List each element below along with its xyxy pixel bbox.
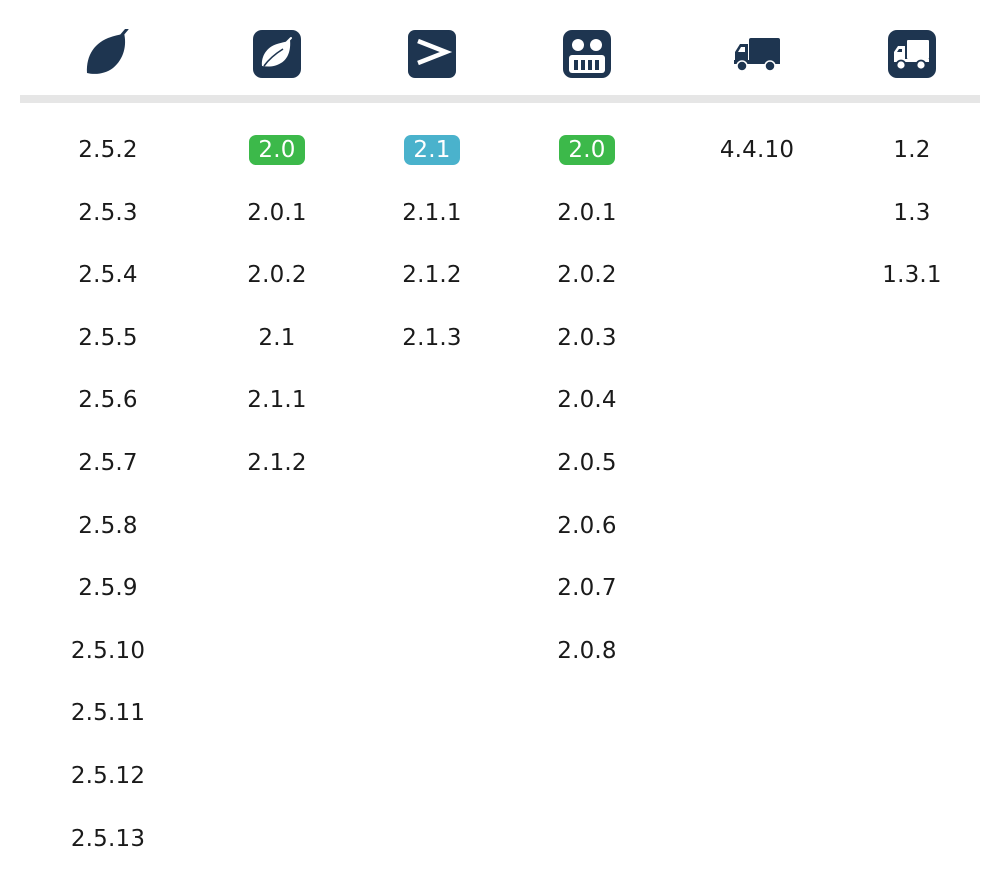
robot-face-square-icon[interactable] [562, 29, 612, 79]
version-item[interactable]: 2.1.2 [197, 438, 357, 501]
version-label: 2.0.2 [247, 262, 307, 289]
version-label: 2.0.2 [557, 262, 617, 289]
version-label: 2.5.13 [70, 825, 146, 852]
version-item[interactable]: 2.5.7 [28, 438, 188, 501]
version-column: 2.0 2.0.1 2.0.2 2.0.3 2.0.4 2.0.5 2.0.6 2.0.7 2.… [507, 125, 667, 688]
version-column: 2.1 2.1.1 2.1.2 2.1.3 [352, 125, 512, 375]
version-label: 1.3 [893, 199, 931, 226]
version-label: 2.5.2 [78, 137, 138, 163]
version-item[interactable]: 2.0.8 [507, 626, 667, 689]
version-badge: 2.1 [404, 135, 460, 165]
version-item[interactable]: 2.0.1 [507, 188, 667, 251]
version-item[interactable]: 2.0.3 [507, 313, 667, 376]
version-item[interactable]: 1.3.1 [832, 250, 992, 313]
version-label: 2.5.6 [78, 387, 138, 414]
version-label: 2.5.9 [78, 575, 138, 602]
version-item[interactable]: 2.1.1 [352, 188, 512, 251]
version-item[interactable]: 2.0.2 [197, 250, 357, 313]
version-column: 2.0 2.0.1 2.0.2 2.1 2.1.1 2.1.2 [197, 125, 357, 501]
version-label: 2.5.8 [78, 512, 138, 539]
version-item[interactable]: 1.2 [832, 125, 992, 188]
version-item[interactable]: 2.5.12 [28, 751, 188, 814]
version-item[interactable]: 2.0.4 [507, 375, 667, 438]
version-label: 2.1.2 [402, 262, 462, 289]
version-label: 2.1.2 [247, 449, 307, 476]
version-label: 2.5.7 [78, 449, 138, 476]
version-label: 2.5.11 [70, 700, 146, 727]
version-badge: 2.0 [559, 135, 615, 165]
version-item[interactable]: 2.1.1 [197, 375, 357, 438]
version-item[interactable]: 2.0.5 [507, 438, 667, 501]
version-item[interactable]: 2.5.5 [28, 313, 188, 376]
version-item[interactable]: 2.0.2 [507, 250, 667, 313]
version-item[interactable]: 2.0.6 [507, 501, 667, 564]
version-item[interactable]: 2.0 [197, 125, 357, 188]
version-item[interactable]: 2.5.6 [28, 375, 188, 438]
leaf-icon[interactable] [83, 29, 133, 79]
version-label: 2.5.5 [78, 324, 138, 351]
version-label: 4.4.10 [719, 137, 795, 163]
version-item[interactable]: 2.5.3 [28, 188, 188, 251]
version-item[interactable]: 2.0.1 [197, 188, 357, 251]
version-item[interactable]: 1.3 [832, 188, 992, 251]
header-divider [20, 95, 980, 103]
version-label: 2.5.3 [78, 199, 138, 226]
version-column: 2.5.2 2.5.3 2.5.4 2.5.5 2.5.6 2.5.7 2.5.8 2.5.9… [28, 125, 188, 876]
version-label: 2.0.8 [557, 637, 617, 664]
truck-icon[interactable] [732, 29, 782, 79]
version-label: 2.0.1 [247, 199, 307, 226]
icon-header-row [0, 0, 1000, 95]
version-column: 1.2 1.3 1.3.1 [832, 125, 992, 313]
version-label: 2.0.4 [557, 387, 617, 414]
version-label: 2.5.10 [70, 637, 146, 664]
version-label: 2.0.3 [557, 324, 617, 351]
version-item[interactable]: 2.0.7 [507, 563, 667, 626]
version-item[interactable]: 2.0 [507, 125, 667, 188]
version-label: 2.5.4 [78, 262, 138, 289]
version-item[interactable]: 2.5.10 [28, 626, 188, 689]
version-label: 2.1.1 [247, 387, 307, 414]
truck-square-icon[interactable] [887, 29, 937, 79]
version-label: 2.1.3 [402, 324, 462, 351]
version-label: 1.2 [893, 137, 931, 163]
version-label: 1.3.1 [882, 262, 942, 289]
version-item[interactable]: 2.5.13 [28, 814, 188, 876]
version-item[interactable]: 2.1.3 [352, 313, 512, 376]
version-item[interactable]: 2.1.2 [352, 250, 512, 313]
greater-than-square-icon[interactable] [407, 29, 457, 79]
version-item[interactable]: 2.1 [352, 125, 512, 188]
version-badge: 2.0 [249, 135, 305, 165]
version-item[interactable]: 2.5.8 [28, 501, 188, 564]
version-item[interactable]: 2.5.9 [28, 563, 188, 626]
version-label: 2.0.6 [557, 512, 617, 539]
version-item[interactable]: 2.5.2 [28, 125, 188, 188]
version-column: 4.4.10 [677, 125, 837, 188]
version-label: 2.1 [258, 324, 296, 351]
version-item[interactable]: 4.4.10 [677, 125, 837, 188]
leaf-square-icon[interactable] [252, 29, 302, 79]
version-item[interactable]: 2.5.4 [28, 250, 188, 313]
version-label: 2.0.5 [557, 449, 617, 476]
version-label: 2.5.12 [70, 762, 146, 789]
version-label: 2.1.1 [402, 199, 462, 226]
version-label: 2.0.7 [557, 575, 617, 602]
version-item[interactable]: 2.5.11 [28, 688, 188, 751]
version-label: 2.0.1 [557, 199, 617, 226]
version-item[interactable]: 2.1 [197, 313, 357, 376]
